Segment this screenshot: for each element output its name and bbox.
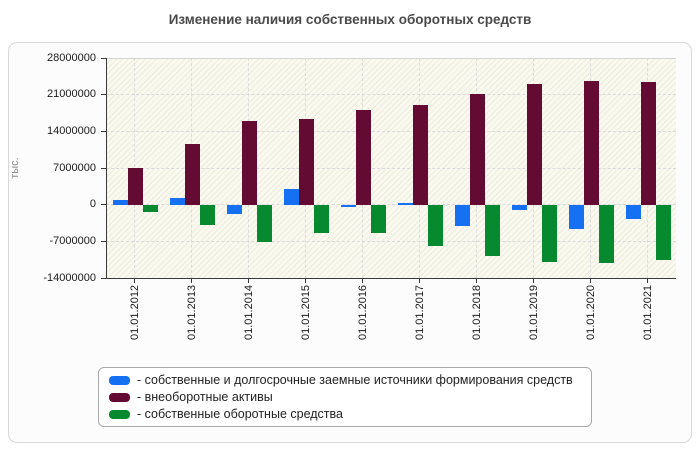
bar-собственные-01.01.2017 [397, 203, 413, 205]
legend-item: - собственные оборотные средства [109, 407, 581, 421]
x-tick-label: 01.01.2021 [639, 285, 657, 359]
x-tick-label: 01.01.2017 [411, 285, 429, 359]
x-tick-label-text: 01.01.2020 [584, 285, 597, 341]
bar-собственные-01.01.2014 [256, 204, 272, 243]
x-tick-label-text: 01.01.2013 [185, 285, 198, 341]
bar-собственные-01.01.2019 [541, 204, 557, 262]
bar-собственные-01.01.2020 [568, 204, 584, 229]
y-axis-title: тыс. [9, 157, 21, 179]
y-tick-label: 21000000 [47, 88, 96, 101]
bar-внеоборотные-01.01.2014 [241, 121, 257, 205]
x-tick-mark [362, 279, 363, 283]
y-tick-label: -14000000 [43, 271, 96, 284]
bar-собственные-01.01.2014 [226, 204, 242, 214]
bar-собственные-01.01.2016 [340, 204, 356, 208]
y-gridline [106, 240, 676, 242]
y-tick-mark [101, 167, 106, 169]
legend-label: - собственные оборотные средства [137, 407, 343, 421]
bar-внеоборотные-01.01.2019 [526, 83, 542, 205]
y-tick-label: -7000000 [49, 234, 97, 247]
bar-собственные-01.01.2017 [427, 204, 443, 247]
bar-собственные-01.01.2019 [511, 204, 527, 211]
y-tick-mark [101, 204, 106, 206]
y-tick-mark [101, 277, 106, 279]
x-tick-mark [533, 279, 534, 283]
legend-item: - внеоборотные активы [109, 390, 581, 404]
x-tick-mark [248, 279, 249, 283]
y-gridline [106, 130, 676, 132]
bar-собственные-01.01.2012 [112, 199, 128, 205]
x-tick-label: 01.01.2019 [525, 285, 543, 359]
bar-внеоборотные-01.01.2021 [640, 82, 656, 205]
y-tick-mark [101, 94, 106, 96]
bar-собственные-01.01.2012 [142, 204, 158, 212]
y-gridline [106, 94, 676, 96]
bar-внеоборотные-01.01.2018 [469, 93, 485, 205]
x-tick-mark [134, 279, 135, 283]
y-tick-label: 14000000 [47, 124, 96, 137]
y-axis-line [106, 58, 107, 278]
y-tick-mark [101, 130, 106, 132]
x-axis-line [106, 278, 676, 279]
x-tick-mark [419, 279, 420, 283]
bar-собственные-01.01.2021 [625, 204, 641, 219]
bar-собственные-01.01.2013 [169, 198, 185, 205]
x-tick-mark [191, 279, 192, 283]
bar-собственные-01.01.2015 [313, 204, 329, 234]
x-tick-label: 01.01.2018 [468, 285, 486, 359]
y-gridline [106, 167, 676, 169]
x-tick-label-text: 01.01.2016 [356, 285, 369, 341]
x-tick-mark [590, 279, 591, 283]
x-tick-label-text: 01.01.2015 [299, 285, 312, 341]
bar-собственные-01.01.2013 [199, 204, 215, 225]
x-tick-label-text: 01.01.2012 [128, 285, 141, 341]
x-tick-label: 01.01.2013 [183, 285, 201, 359]
legend-item: - собственные и долгосрочные заемные ист… [109, 373, 581, 387]
x-tick-label-text: 01.01.2014 [242, 285, 255, 341]
bar-собственные-01.01.2018 [484, 204, 500, 256]
y-tick-label: 7000000 [53, 161, 96, 174]
y-tick-label: 0 [89, 198, 96, 211]
x-tick-label-text: 01.01.2017 [413, 285, 426, 341]
bar-внеоборотные-01.01.2016 [355, 109, 371, 205]
x-tick-label: 01.01.2020 [582, 285, 600, 359]
y-tick-mark [101, 240, 106, 242]
x-tick-label-text: 01.01.2018 [470, 285, 483, 341]
y-gridline [106, 204, 676, 206]
bar-собственные-01.01.2015 [283, 188, 299, 205]
x-tick-label: 01.01.2016 [354, 285, 372, 359]
legend-label: - внеоборотные активы [137, 390, 273, 404]
y-gridline [106, 57, 676, 59]
bar-внеоборотные-01.01.2012 [127, 168, 143, 205]
x-tick-mark [305, 279, 306, 283]
legend-box: - собственные и долгосрочные заемные ист… [98, 367, 592, 427]
chart-title: Изменение наличия собственных оборотных … [168, 12, 532, 27]
x-tick-mark [476, 279, 477, 283]
x-tick-mark [647, 279, 648, 283]
x-tick-label: 01.01.2012 [126, 285, 144, 359]
x-tick-label: 01.01.2014 [240, 285, 258, 359]
legend-swatch-icon [109, 409, 130, 419]
legend-label: - собственные и долгосрочные заемные ист… [137, 373, 573, 387]
legend-swatch-icon [109, 392, 130, 402]
bar-собственные-01.01.2018 [454, 204, 470, 226]
x-tick-label-text: 01.01.2019 [527, 285, 540, 341]
x-tick-label: 01.01.2015 [297, 285, 315, 359]
y-tick-mark [101, 57, 106, 59]
legend-swatch-icon [109, 375, 130, 385]
bar-собственные-01.01.2016 [370, 204, 386, 233]
y-tick-label: 28000000 [47, 51, 96, 64]
bar-собственные-01.01.2021 [655, 204, 671, 260]
bar-внеоборотные-01.01.2015 [298, 119, 314, 205]
bar-внеоборотные-01.01.2013 [184, 144, 200, 205]
bar-внеоборотные-01.01.2017 [412, 104, 428, 205]
bar-внеоборотные-01.01.2020 [583, 81, 599, 205]
x-tick-label-text: 01.01.2021 [641, 285, 654, 341]
bar-собственные-01.01.2020 [598, 204, 614, 263]
